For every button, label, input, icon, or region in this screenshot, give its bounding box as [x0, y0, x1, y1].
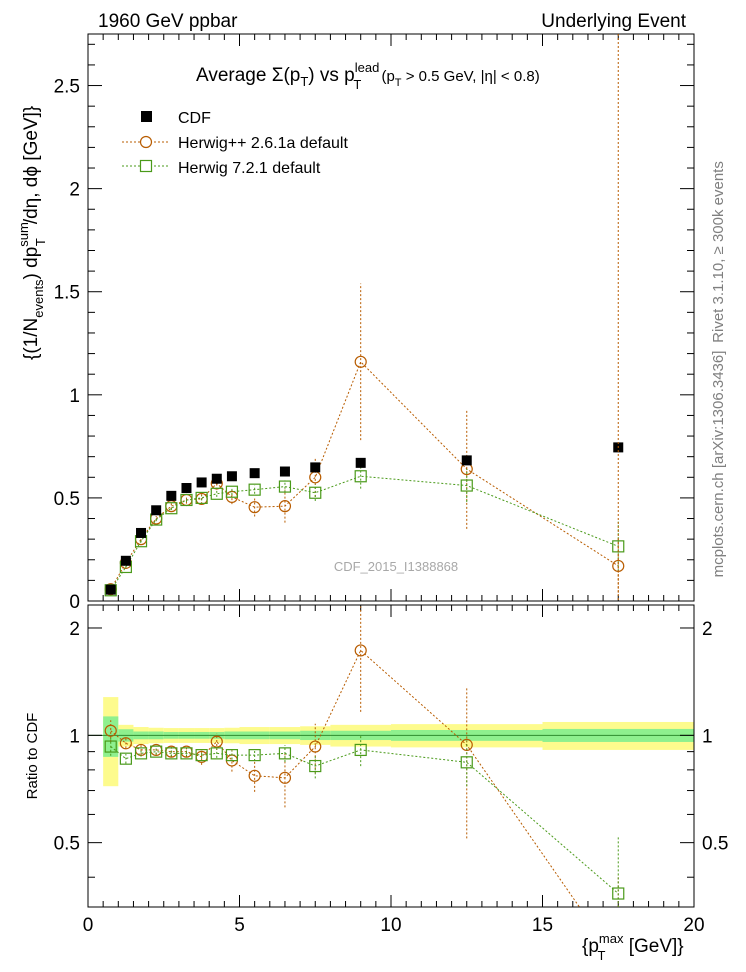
- data-point: [225, 485, 239, 498]
- cdf-data-point: [196, 477, 207, 488]
- ratio-data-point: [210, 747, 223, 760]
- legend-entry-herwigpp: Herwig++ 2.6.1a default: [122, 135, 348, 152]
- mcplots-reference-label: mcplots.cern.ch [arXiv:1306.3436]: [710, 351, 727, 578]
- data-point: [354, 470, 367, 483]
- ratio-data-point: [225, 749, 239, 762]
- cdf-data-point: [151, 505, 162, 516]
- ratio-data-point: [104, 740, 117, 753]
- cdf-data-point: [279, 466, 290, 477]
- y-axis-label: {(1/Nevents) dpsum T/dη, dϕ [GeV]}: [16, 106, 48, 360]
- data-point: [309, 486, 322, 499]
- ratio-data-point: [134, 747, 148, 760]
- data-point: [248, 501, 261, 514]
- data-point: [354, 355, 367, 368]
- ratio-data-point: [119, 752, 132, 765]
- data-point: [278, 500, 292, 513]
- legend: CDF Herwig++ 2.6.1a default Herwig 7.2.1…: [122, 110, 348, 177]
- data-point: [195, 491, 208, 505]
- cdf-data-point: [120, 555, 131, 566]
- cdf-data-point: [181, 483, 192, 494]
- legend-marker-cdf: [141, 111, 152, 122]
- x-tick-label: 20: [683, 915, 704, 936]
- y-tick-label: 2: [69, 180, 80, 201]
- legend-label-herwig7: Herwig 7.2.1 default: [178, 160, 321, 177]
- ratio-data-point: [460, 756, 473, 769]
- legend-entry-cdf: CDF: [141, 110, 211, 127]
- x-tick-label: 5: [234, 915, 245, 936]
- legend-entry-herwig7: Herwig 7.2.1 default: [122, 159, 321, 177]
- x-axis-label: {pmax T [GeV]}: [582, 931, 684, 963]
- data-point: [460, 479, 473, 492]
- main-plot-data: [104, 283, 625, 597]
- ratio-data-point: [210, 735, 223, 748]
- ratio-y-tick-label-right: 1: [702, 726, 713, 747]
- data-point: [248, 483, 261, 496]
- ratio-y-tick-label: 2: [69, 619, 80, 640]
- ratio-data-point: [613, 957, 624, 968]
- ratio-data-point: [309, 759, 322, 773]
- cdf-data-point: [166, 490, 177, 501]
- data-point: [309, 471, 322, 484]
- series-line: [110, 360, 619, 590]
- ratio-axis-label: Ratio to CDF: [24, 713, 41, 800]
- cdf-data-point: [226, 471, 237, 482]
- legend-label-cdf: CDF: [178, 110, 211, 127]
- ratio-plot-data: [104, 606, 625, 968]
- ratio-data-point: [354, 743, 367, 757]
- header-left: 1960 GeV ppbar: [98, 11, 238, 32]
- ratio-data-point: [119, 737, 132, 750]
- ratio-y-tick-label-right: 0.5: [702, 834, 728, 855]
- cdf-data-point: [211, 473, 222, 484]
- ratio-data-point: [150, 745, 163, 758]
- ratio-data-point: [612, 887, 625, 900]
- ratio-y-tick-label: 1: [69, 726, 80, 747]
- data-point: [165, 502, 178, 515]
- ratio-series-line: [110, 746, 619, 894]
- cdf-data-point: [105, 584, 116, 595]
- ratio-data-point: [460, 738, 473, 752]
- cdf-data-point: [310, 462, 321, 473]
- ratio-data-point: [278, 771, 292, 784]
- rivet-version-label: Rivet 3.1.10, ≥ 300k events: [710, 161, 727, 343]
- axis-ticks: 0 5 10 15 20 0 0.5 1 1.5 2 2.5 0.5 0.5 1 1 2 2: [54, 34, 728, 936]
- ratio-data-point: [195, 749, 208, 762]
- x-tick-label: 10: [380, 915, 401, 936]
- ratio-uncertainty-bands: [88, 697, 694, 787]
- analysis-watermark: CDF_2015_I1388868: [334, 559, 458, 574]
- y-tick-label: 1.5: [54, 283, 80, 304]
- plot-title: Average Σ(pT) vs plead T (pT > 0.5 GeV, |…: [196, 60, 540, 92]
- legend-label-herwigpp: Herwig++ 2.6.1a default: [178, 135, 348, 152]
- ratio-y-tick-label-right: 2: [702, 619, 713, 640]
- data-point: [180, 493, 193, 507]
- y-tick-label: 0.5: [54, 489, 80, 510]
- data-point: [210, 487, 223, 500]
- cdf-data-point: [461, 455, 472, 466]
- y-tick-label: 2.5: [54, 77, 80, 98]
- ratio-data-point: [248, 769, 261, 782]
- cdf-data-point: [136, 527, 147, 538]
- ratio-data-point: [278, 747, 292, 760]
- legend-marker-herwig7: [139, 159, 153, 173]
- x-tick-label: 15: [532, 915, 553, 936]
- ratio-data-point: [248, 749, 261, 762]
- ratio-data-point: [180, 747, 193, 760]
- y-tick-label: 0: [69, 592, 80, 613]
- ratio-data-point: [104, 724, 117, 737]
- data-point: [278, 480, 292, 493]
- legend-marker-herwigpp: [139, 135, 153, 149]
- ratio-plot-frame: [87, 604, 695, 908]
- x-tick-label: 0: [83, 915, 94, 936]
- cdf-data-point: [355, 457, 366, 468]
- ratio-y-tick-label: 0.5: [54, 834, 80, 855]
- ratio-data-point: [354, 644, 367, 657]
- ratio-data-point: [165, 747, 178, 760]
- cdf-data-point: [249, 468, 260, 479]
- ratio-data-point: [309, 740, 322, 753]
- header-right: Underlying Event: [541, 11, 686, 32]
- y-tick-label: 1: [69, 386, 80, 407]
